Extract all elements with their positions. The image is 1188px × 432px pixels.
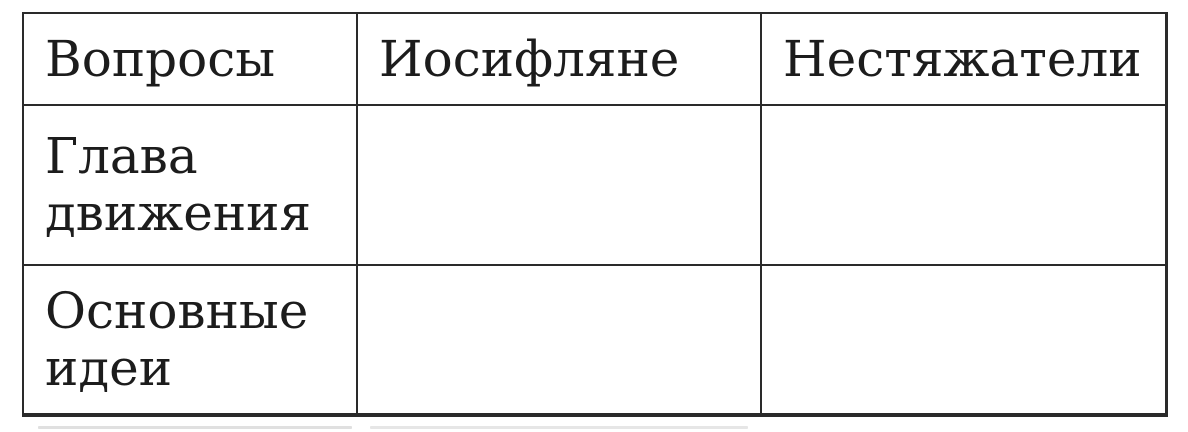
header-cell-nestyazhateli: Нестяжатели: [762, 14, 1165, 106]
row-label-leader: Глава движения: [45, 127, 312, 242]
page-edge-artifact-left: [38, 426, 352, 429]
row-label-ideas: Основные идеи: [45, 281, 309, 397]
empty-cell-leader-nestyazhateli: [762, 106, 1165, 266]
header-label-questions: Вопросы: [45, 29, 276, 88]
row-label-cell-leader: Глава движения: [24, 106, 358, 266]
row-label-cell-ideas: Основные идеи: [24, 266, 358, 413]
empty-cell-leader-iosiflyane: [358, 106, 762, 266]
header-cell-questions: Вопросы: [24, 14, 358, 106]
header-label-nestyazhateli: Нестяжатели: [783, 29, 1142, 88]
page-edge-artifact-right: [370, 426, 748, 429]
header-cell-iosiflyane: Иосифляне: [358, 14, 762, 106]
comparison-table: Вопросы Иосифляне Нестяжатели Глава движ…: [22, 12, 1168, 417]
header-label-iosiflyane: Иосифляне: [379, 29, 680, 88]
empty-cell-ideas-nestyazhateli: [762, 266, 1165, 413]
empty-cell-ideas-iosiflyane: [358, 266, 762, 413]
